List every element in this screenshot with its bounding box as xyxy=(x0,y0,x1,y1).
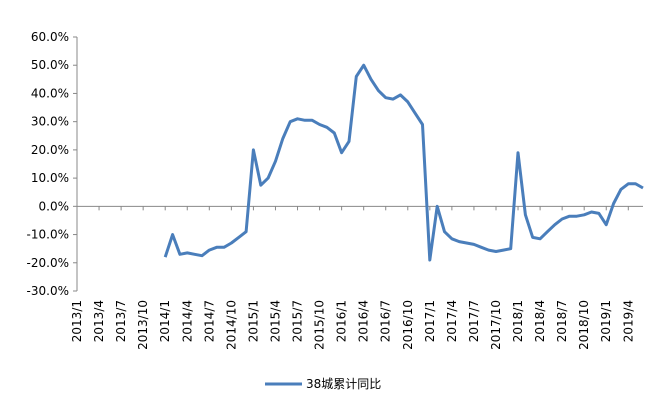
x-tick-label: 2018/7 xyxy=(555,300,569,342)
x-tick-label: 2014/10 xyxy=(224,300,238,350)
x-tick-label: 2017/1 xyxy=(423,300,437,342)
x-tick-label: 2017/7 xyxy=(467,300,481,342)
x-tick-label: 2016/10 xyxy=(401,300,415,350)
data-line xyxy=(163,63,644,262)
x-tick-label: 2016/1 xyxy=(335,300,349,342)
x-tick-label: 2018/1 xyxy=(511,300,525,342)
x-tick-label: 2019/1 xyxy=(599,300,613,342)
x-tick-label: 2018/10 xyxy=(577,300,591,350)
x-tick-label: 2014/1 xyxy=(158,300,172,342)
y-tick-label: 20.0% xyxy=(31,143,69,157)
y-tick-label: 40.0% xyxy=(31,86,69,100)
x-tick-label: 2014/7 xyxy=(202,300,216,342)
legend-label: 38城累计同比 xyxy=(306,377,381,391)
x-tick-label: 2015/1 xyxy=(246,300,260,342)
y-tick-label: -10.0% xyxy=(27,228,69,242)
x-tick-label: 2013/10 xyxy=(136,300,150,350)
y-tick-label: 0.0% xyxy=(39,199,70,213)
y-tick-label: 50.0% xyxy=(31,58,69,72)
y-tick-label: 30.0% xyxy=(31,115,69,129)
x-tick-label: 2016/4 xyxy=(357,300,371,342)
x-tick-label: 2017/4 xyxy=(445,300,459,342)
x-tick-label: 2017/10 xyxy=(489,300,503,350)
x-tick-label: 2015/4 xyxy=(268,300,282,342)
x-tick-label: 2013/1 xyxy=(70,300,84,342)
x-tick-label: 2013/4 xyxy=(92,300,106,342)
y-tick-label: -30.0% xyxy=(27,284,69,298)
y-tick-label: 10.0% xyxy=(31,171,69,185)
x-tick-label: 2018/4 xyxy=(533,300,547,342)
y-tick-label: 60.0% xyxy=(31,30,69,44)
x-tick-label: 2013/7 xyxy=(114,300,128,342)
x-tick-label: 2015/10 xyxy=(313,300,327,350)
x-tick-label: 2014/4 xyxy=(180,300,194,342)
x-tick-label: 2016/7 xyxy=(379,300,393,342)
x-tick-label: 2019/4 xyxy=(621,300,635,342)
x-tick-label: 2015/7 xyxy=(291,300,305,342)
y-tick-label: -20.0% xyxy=(27,256,69,270)
